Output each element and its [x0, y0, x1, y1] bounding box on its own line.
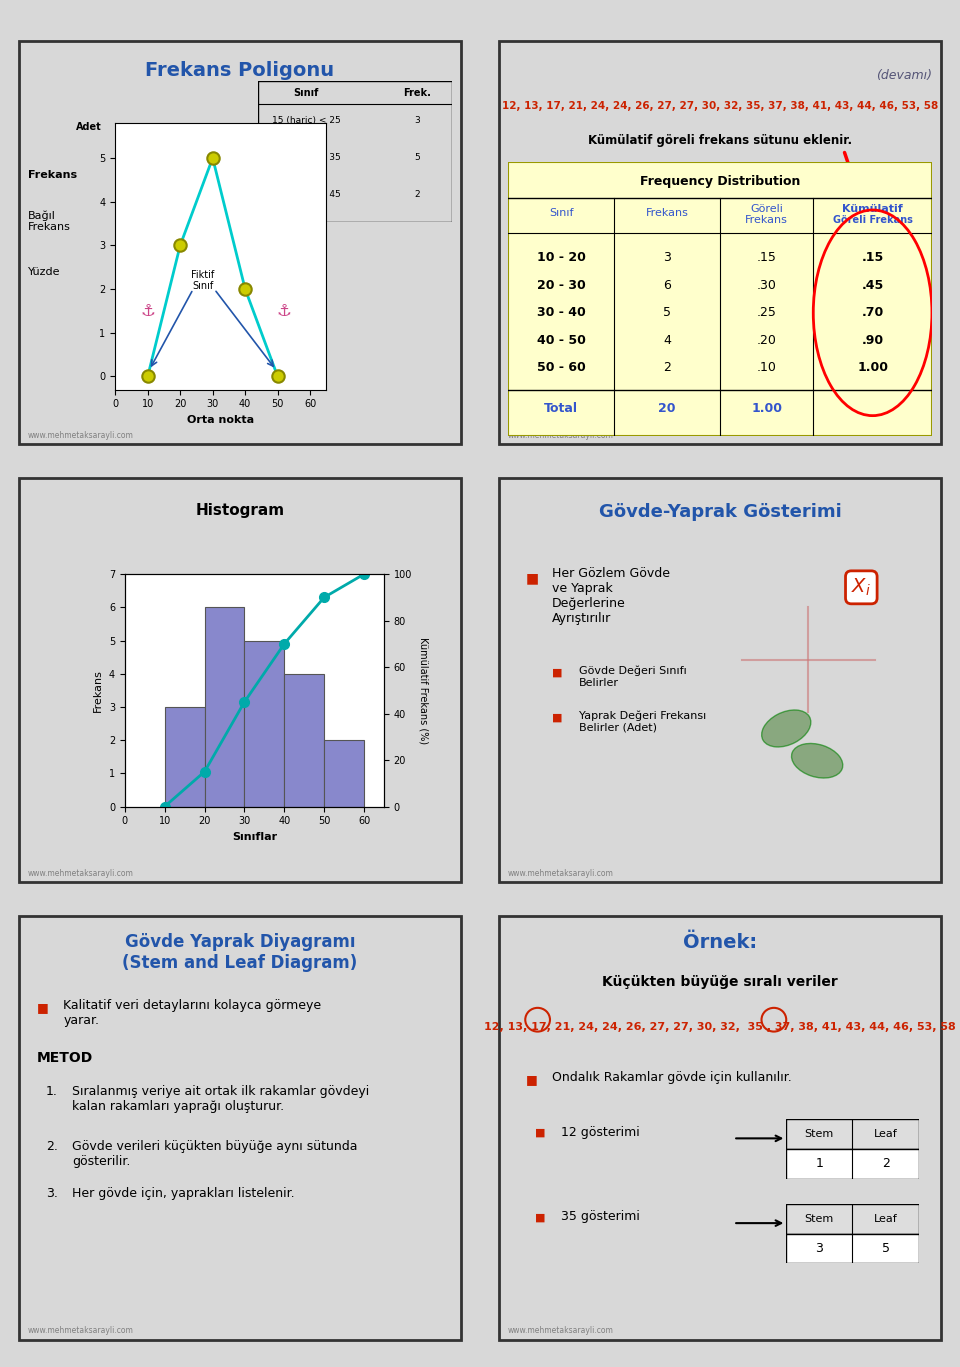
Bar: [284, 674, 324, 807]
Text: Yüzde: Yüzde: [28, 267, 60, 278]
Text: www.mehmetaksarayli.com: www.mehmetaksarayli.com: [28, 1326, 133, 1336]
Text: Her Gözlem Gövde
ve Yaprak
Değerlerine
Ayrıştırılır: Her Gözlem Gövde ve Yaprak Değerlerine A…: [552, 567, 670, 625]
Text: Histogram: Histogram: [196, 503, 284, 518]
Point: [140, 365, 156, 387]
Text: Frekans Poligonu: Frekans Poligonu: [145, 62, 335, 81]
Point: [205, 148, 221, 170]
Text: 12 gösterimi: 12 gösterimi: [561, 1125, 639, 1139]
Text: Gövde Değeri Sınıfı
Belirler: Gövde Değeri Sınıfı Belirler: [579, 666, 686, 688]
Text: Fiktif
Sınıf: Fiktif Sınıf: [191, 269, 214, 291]
Text: ■: ■: [552, 668, 563, 678]
Text: Bağıl
Frekans: Bağıl Frekans: [28, 211, 71, 232]
Text: ■: ■: [526, 571, 539, 585]
Text: Her gövde için, yaprakları listelenir.: Her gövde için, yaprakları listelenir.: [72, 1187, 295, 1200]
Point: [173, 235, 188, 257]
Text: Frekans: Frekans: [28, 170, 77, 180]
Text: Gövde Yaprak Diyagramı
(Stem and Leaf Diagram): Gövde Yaprak Diyagramı (Stem and Leaf Di…: [122, 932, 358, 972]
Text: www.mehmetaksarayli.com: www.mehmetaksarayli.com: [28, 868, 133, 878]
Text: Küçükten büyüğe sıralı veriler: Küçükten büyüğe sıralı veriler: [602, 975, 838, 990]
Point: [237, 278, 252, 299]
Text: ⚓: ⚓: [276, 302, 292, 320]
Text: Gövde-Yaprak Gösterimi: Gövde-Yaprak Gösterimi: [599, 503, 841, 521]
Text: ■: ■: [552, 712, 563, 722]
Text: 1.: 1.: [46, 1085, 58, 1099]
Text: 35 gösterimi: 35 gösterimi: [561, 1210, 640, 1223]
Y-axis label: Frekans: Frekans: [93, 668, 104, 712]
Y-axis label: Kümülatif Frekans (%): Kümülatif Frekans (%): [419, 637, 429, 744]
Text: 3.: 3.: [46, 1187, 58, 1200]
Text: ■: ■: [535, 1128, 545, 1137]
Text: ■: ■: [526, 1073, 538, 1085]
Text: www.mehmetaksarayli.com: www.mehmetaksarayli.com: [508, 868, 613, 878]
Text: (devamı): (devamı): [876, 70, 932, 82]
Bar: [324, 740, 364, 807]
Text: Adet: Adet: [77, 122, 102, 131]
Text: 12, 13, 17, 21, 24, 24, 26, 27, 27, 30, 32,  35 , 37, 38, 41, 43, 44, 46, 53, 58: 12, 13, 17, 21, 24, 24, 26, 27, 27, 30, …: [484, 1023, 956, 1032]
Ellipse shape: [792, 744, 843, 778]
Text: www.mehmetaksarayli.com: www.mehmetaksarayli.com: [508, 1326, 613, 1336]
Point: [270, 365, 285, 387]
Text: 12, 13, 17, 21, 24, 24, 26, 27, 27, 30, 32, 35, 37, 38, 41, 43, 44, 46, 53, 58: 12, 13, 17, 21, 24, 24, 26, 27, 27, 30, …: [502, 101, 938, 112]
Bar: [204, 607, 245, 807]
X-axis label: Orta nokta: Orta nokta: [187, 414, 254, 425]
Text: Kalitatif veri detaylarını kolayca görmeye
yarar.: Kalitatif veri detaylarını kolayca görme…: [63, 998, 322, 1027]
Text: www.mehmetaksarayli.com: www.mehmetaksarayli.com: [28, 431, 133, 440]
Text: 2.: 2.: [46, 1140, 58, 1154]
Text: Yaprak Değeri Frekansı
Belirler (Adet): Yaprak Değeri Frekansı Belirler (Adet): [579, 711, 706, 733]
Bar: [165, 707, 204, 807]
Text: $X_i$: $X_i$: [852, 577, 872, 597]
Text: Örnek:: Örnek:: [683, 932, 757, 951]
Ellipse shape: [761, 709, 811, 746]
Text: Gövde verileri küçükten büyüğe aynı sütunda
gösterilir.: Gövde verileri küçükten büyüğe aynı sütu…: [72, 1140, 358, 1169]
Text: METOD: METOD: [36, 1051, 93, 1065]
Text: ■: ■: [36, 1001, 49, 1014]
Bar: [245, 641, 284, 807]
X-axis label: Sınıflar: Sınıflar: [231, 831, 277, 842]
Text: ⚓: ⚓: [140, 302, 156, 320]
Text: Ondalık Rakamlar gövde için kullanılır.: Ondalık Rakamlar gövde için kullanılır.: [552, 1070, 792, 1084]
Text: Sıralanmış veriye ait ortak ilk rakamlar gövdeyi
kalan rakamları yaprağı oluştur: Sıralanmış veriye ait ortak ilk rakamlar…: [72, 1085, 370, 1113]
Text: Kümülatif göreli frekans sütunu eklenir.: Kümülatif göreli frekans sütunu eklenir.: [588, 134, 852, 146]
Text: www.mehmetaksarayli.com: www.mehmetaksarayli.com: [508, 431, 613, 440]
Text: ■: ■: [535, 1213, 545, 1222]
